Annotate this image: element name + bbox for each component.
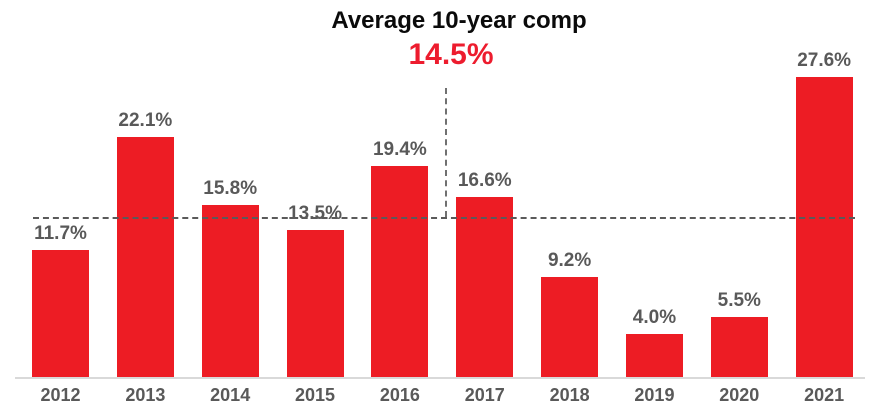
x-axis-tick-label-2014: 2014: [210, 385, 251, 405]
bar-value-label-2016: 19.4%: [372, 139, 427, 160]
bar-value-label-2018: 9.2%: [547, 250, 592, 271]
x-axis-tick-label-2015: 2015: [295, 385, 336, 405]
bar-2013: [116, 137, 174, 377]
average-callout-line: [445, 88, 447, 217]
x-axis-tick-label-2013: 2013: [125, 385, 166, 405]
bar-value-label-2012: 11.7%: [34, 223, 87, 244]
x-axis-tick-label-2018: 2018: [549, 385, 590, 405]
bar-value-label-2013: 22.1%: [118, 110, 173, 131]
bar-value-label-2015: 13.5%: [288, 203, 342, 224]
x-axis-tick-label-2020: 2020: [719, 385, 760, 405]
bar-2017: [456, 197, 514, 377]
average-value-label: 14.5%: [408, 38, 494, 71]
bar-2015: [286, 230, 344, 377]
bar-2018: [541, 277, 599, 377]
x-axis-tick-label-2016: 2016: [379, 385, 420, 405]
x-axis-tick-label-2017: 2017: [464, 385, 505, 405]
bar-value-label-2020: 5.5%: [717, 290, 761, 311]
average-reference-line: [33, 217, 855, 219]
chart-title: Average 10-year comp: [331, 7, 587, 34]
bar-2020: [710, 317, 768, 377]
x-axis-tick-label-2012: 2012: [40, 385, 81, 405]
bar-2019: [625, 334, 683, 377]
bar-2021: [795, 77, 853, 377]
bar-value-label-2019: 4.0%: [632, 307, 677, 328]
bar-2016: [371, 166, 429, 377]
x-axis-tick-label-2019: 2019: [634, 385, 675, 405]
bar-2012: [32, 250, 89, 377]
x-axis-tick-label-2021: 2021: [804, 385, 845, 405]
bar-value-label-2017: 16.6%: [457, 170, 512, 191]
x-axis-line: [15, 377, 865, 379]
bar-value-label-2021: 27.6%: [797, 50, 852, 71]
bar-2014: [201, 205, 259, 377]
bar-value-label-2014: 15.8%: [203, 178, 258, 199]
